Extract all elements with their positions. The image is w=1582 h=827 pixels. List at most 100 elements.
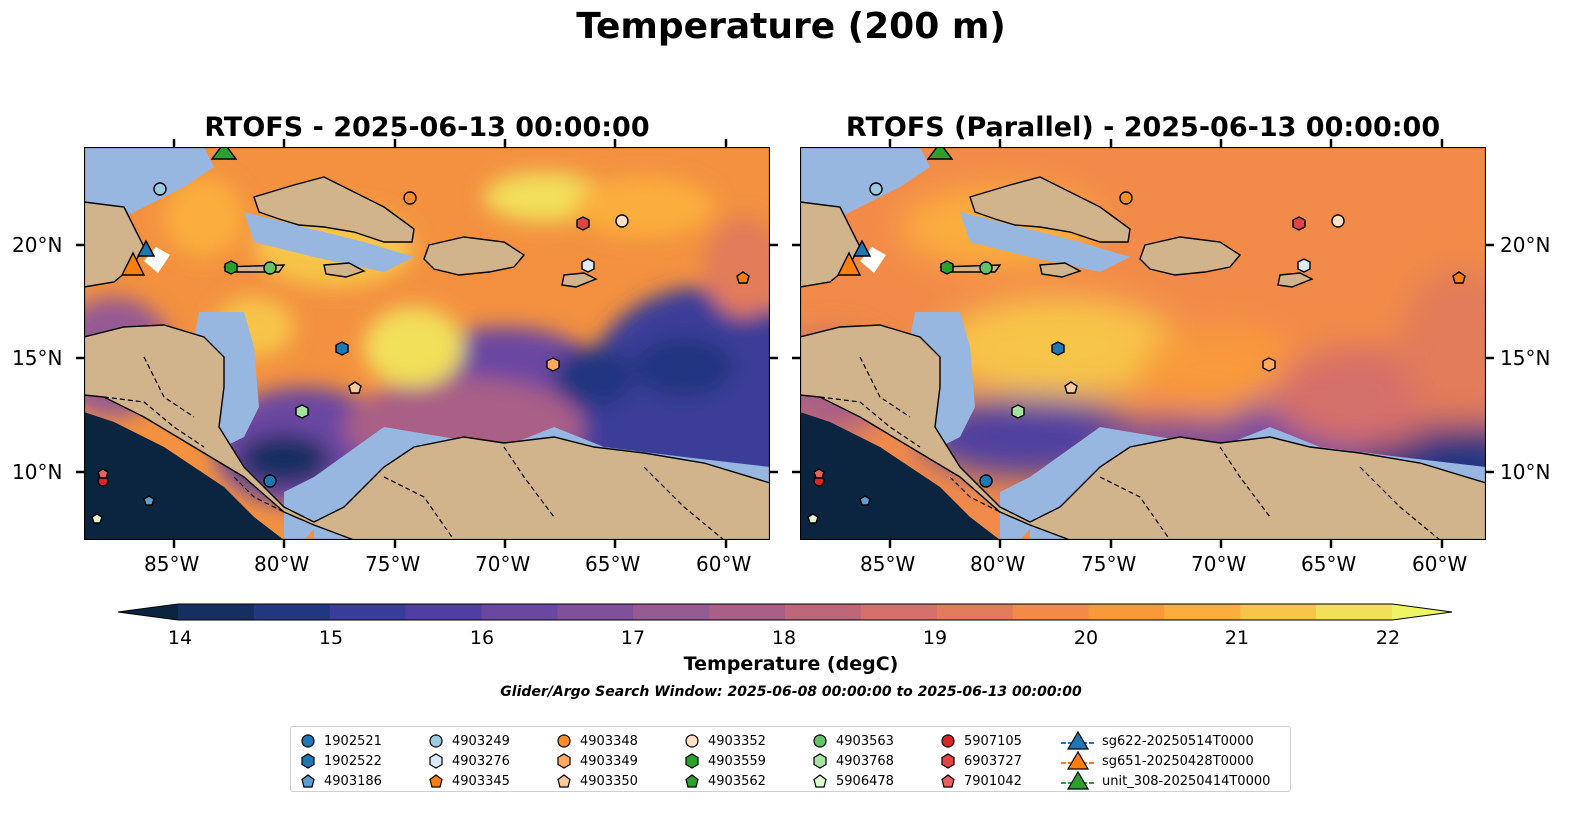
legend-column: 1902521 1902522 4903186 [299, 731, 382, 791]
legend-item: unit_308-20250414T0000 [1061, 771, 1270, 791]
legend-item: 1902522 [299, 751, 382, 771]
glider-sg651 [120, 251, 146, 276]
colorbar-segment [860, 604, 938, 620]
glider-sg622 [136, 239, 156, 257]
panel-title-rtofs: RTOFS - 2025-06-13 00:00:00 [204, 112, 650, 143]
float-4903345 [736, 271, 750, 284]
float-5906478 [91, 513, 103, 524]
colorbar-tick-22: 22 [1375, 627, 1401, 649]
glider-sg622 [852, 239, 872, 257]
legend-item: 4903349 [555, 751, 638, 771]
xtick-60w: 60°W [696, 552, 752, 576]
legend-item: 4903345 [427, 771, 510, 791]
legend-marker-icon [813, 753, 827, 769]
legend-marker-icon [301, 734, 315, 748]
legend-label: 5906478 [836, 773, 894, 789]
legend-marker-icon [557, 774, 571, 788]
legend-item: sg651-20250428T0000 [1061, 751, 1270, 771]
xtick-65w: 65°W [1301, 552, 1357, 576]
float-6903727 [576, 216, 590, 231]
legend-item: 4903186 [299, 771, 382, 791]
float-4903559 [940, 260, 954, 275]
float-4903768 [1011, 404, 1025, 419]
legend-label: 4903562 [708, 773, 766, 789]
colorbar-tick-14: 14 [167, 627, 193, 649]
colorbar-segment [1012, 604, 1090, 620]
legend-marker-icon [429, 774, 443, 788]
float-1902521 [979, 474, 993, 488]
legend-label: 4903768 [836, 753, 894, 769]
xtick-70w: 70°W [1191, 552, 1247, 576]
float-4903249 [869, 182, 883, 196]
float-4903249 [153, 182, 167, 196]
legend-marker-icon [813, 734, 827, 748]
float-4903348 [403, 191, 417, 205]
float-4903349 [1262, 357, 1276, 372]
ytick-10n: 10°N [1500, 460, 1551, 484]
legend-label: 4903349 [580, 753, 638, 769]
legend-label: unit_308-20250414T0000 [1102, 773, 1271, 789]
legend-item: 4903559 [683, 751, 766, 771]
legend-column: 4903352 4903559 4903562 [683, 731, 766, 791]
colorbar-extend-low [118, 604, 178, 620]
legend-marker-icon [301, 753, 315, 769]
colorbar-segment [253, 604, 331, 620]
xtick-85w: 85°W [860, 552, 916, 576]
legend-column: 4903249 4903276 4903345 [427, 731, 510, 791]
float-4903768 [295, 404, 309, 419]
colorbar-segment [557, 604, 634, 620]
glider-unit-308 [210, 147, 238, 160]
legend-marker-icon [941, 774, 955, 788]
legend-label: 4903559 [708, 753, 766, 769]
legend-marker-icon [557, 753, 571, 769]
colorbar-segment [1164, 604, 1241, 620]
float-5906478 [807, 513, 819, 524]
country-borders [103, 356, 725, 540]
legend-item: 4903249 [427, 731, 510, 751]
xtick-75w: 75°W [1081, 552, 1137, 576]
ytick-15n: 15°N [1500, 346, 1551, 370]
colorbar-tick-16: 16 [469, 627, 495, 649]
pacific-ocean [84, 412, 284, 540]
legend-column: 4903563 4903768 5906478 [811, 731, 894, 791]
legend-item: 4903352 [683, 731, 766, 751]
land [800, 176, 1486, 540]
float-4903352 [615, 214, 629, 228]
xtick-80w: 80°W [254, 552, 310, 576]
legend-marker-icon [301, 774, 315, 788]
panel-title-rtofs-parallel: RTOFS (Parallel) - 2025-06-13 00:00:00 [845, 112, 1441, 143]
colorbar-tick-18: 18 [771, 627, 797, 649]
legend-item: 4903348 [555, 731, 638, 751]
legend-item: sg622-20250514T0000 [1061, 731, 1270, 751]
colorbar-segment [633, 604, 710, 620]
search-window-text: Glider/Argo Search Window: 2025-06-08 00… [500, 684, 1082, 700]
colorbar-segment [936, 604, 1014, 620]
legend-item: 4903563 [811, 731, 894, 751]
float-4903186 [859, 495, 871, 506]
float-4903276 [581, 258, 595, 273]
float-4903350 [1064, 381, 1078, 394]
figure-title: Temperature (200 m) [576, 6, 1006, 47]
pacific-ocean [800, 412, 1000, 540]
legend-label: sg622-20250514T0000 [1102, 733, 1254, 749]
colorbar-label: Temperature (degC) [683, 653, 899, 675]
legend-marker-icon [1061, 751, 1095, 770]
legend-label: 5907105 [964, 733, 1022, 749]
float-4903276 [1297, 258, 1311, 273]
float-4903350 [348, 381, 362, 394]
colorbar-tick-15: 15 [318, 627, 344, 649]
observation-markers [807, 147, 1466, 524]
legend-column: 5907105 6903727 7901042 [939, 731, 1022, 791]
xtick-80w: 80°W [970, 552, 1026, 576]
float-7901042 [813, 468, 825, 479]
float-1902521 [263, 474, 277, 488]
colorbar-segment [329, 604, 407, 620]
legend: 1902521 1902522 4903186 4903249 4903276 … [290, 726, 1291, 792]
colorbar-tick-21: 21 [1224, 627, 1250, 649]
legend-marker-icon [1061, 731, 1095, 750]
xtick-75w: 75°W [365, 552, 421, 576]
float-1902522 [335, 341, 349, 356]
legend-marker-icon [429, 734, 443, 748]
map-panel-rtofs [84, 147, 770, 540]
legend-item: 6903727 [939, 751, 1022, 771]
